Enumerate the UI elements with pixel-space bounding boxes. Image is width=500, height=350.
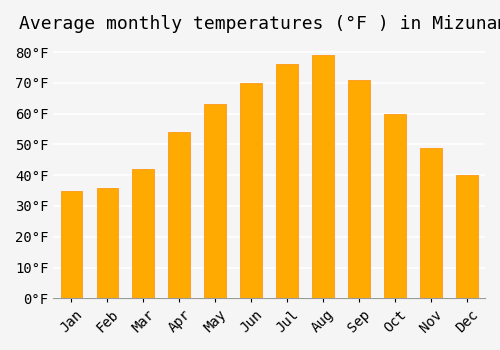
Bar [168, 132, 190, 298]
Title: Average monthly temperatures (°F ) in Mizunami: Average monthly temperatures (°F ) in Mi… [19, 15, 500, 33]
Bar [348, 80, 370, 298]
Bar [312, 55, 334, 298]
Bar [456, 175, 478, 298]
Bar [204, 104, 226, 298]
Bar [96, 188, 118, 298]
Bar [132, 169, 154, 298]
Bar [384, 114, 406, 298]
Bar [420, 147, 442, 298]
Bar [276, 64, 298, 298]
Bar [60, 191, 82, 298]
Bar [240, 83, 262, 298]
